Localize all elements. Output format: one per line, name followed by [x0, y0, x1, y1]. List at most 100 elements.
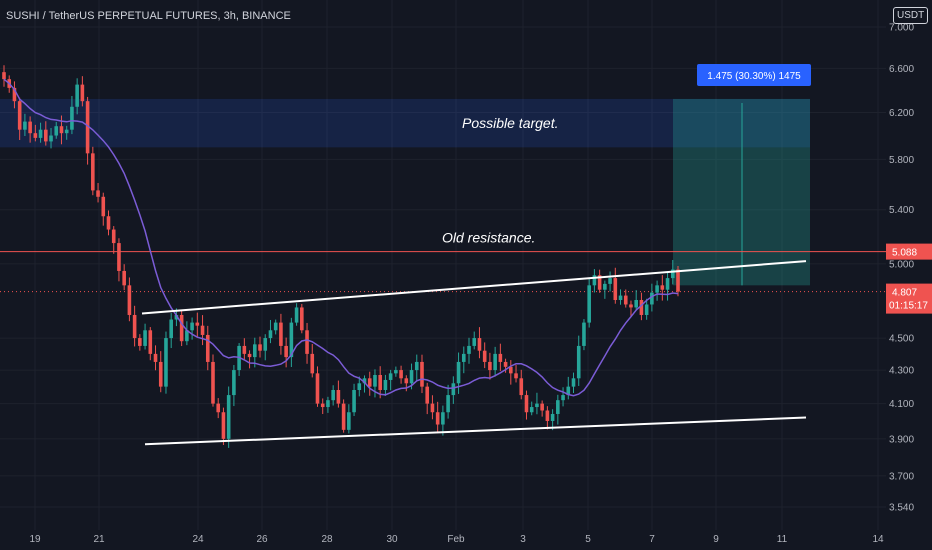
candle-body	[655, 285, 659, 293]
candle-body	[289, 322, 294, 358]
y-tick-label: 3.900	[889, 434, 914, 445]
candle-body	[49, 135, 53, 142]
candle-body	[91, 153, 95, 191]
x-tick-label: 26	[256, 534, 268, 545]
currency-unit-button[interactable]: USDT	[893, 7, 929, 24]
candle-body	[96, 190, 100, 197]
candle-body	[347, 412, 351, 430]
candle-body	[498, 353, 503, 362]
lower-trendline[interactable]	[144, 416, 807, 446]
y-tick-label: 5.800	[889, 155, 914, 166]
candle-body	[618, 295, 623, 301]
target-label: Possible target.	[462, 115, 559, 131]
candle-body	[305, 330, 309, 354]
chart-title: SUSHI / TetherUS PERPETUAL FUTURES, 3h, …	[6, 10, 291, 22]
candle-body	[482, 350, 487, 362]
candle-body	[132, 314, 137, 339]
candle-body	[164, 338, 168, 387]
candle-body	[644, 304, 649, 315]
candle-body	[200, 325, 205, 335]
candle-body	[461, 353, 466, 362]
x-tick-label: 21	[93, 534, 105, 545]
x-axis: 19 21 24 26 28 30 Feb 3 5 7 9 11 14	[29, 534, 884, 545]
candle-body	[252, 344, 257, 358]
x-tick-label: 30	[386, 534, 398, 545]
candle-body	[221, 412, 226, 439]
candle-body	[258, 344, 262, 351]
x-tick-label: 11	[777, 534, 788, 545]
candle-body	[425, 386, 430, 404]
bar-countdown: 01:15:17	[889, 301, 928, 312]
candle-body	[388, 373, 393, 380]
candle-body	[70, 106, 74, 130]
candle-body	[190, 322, 194, 331]
candle-body	[28, 121, 32, 134]
candle-body	[451, 383, 456, 396]
candle-body	[597, 275, 602, 290]
candle-body	[185, 330, 189, 342]
candle-body	[639, 300, 644, 315]
candle-body	[174, 314, 179, 320]
candle-body	[540, 403, 544, 411]
candle-body	[279, 322, 283, 346]
last-price-tag	[886, 283, 932, 314]
candle-body	[320, 403, 325, 408]
candle-body	[399, 370, 403, 379]
candle-body	[148, 330, 153, 354]
candle-body	[23, 121, 27, 130]
candle-body	[441, 412, 445, 425]
candle-body	[263, 338, 268, 351]
candle-body	[566, 386, 571, 396]
candle-body	[420, 361, 424, 387]
candle-body	[111, 229, 116, 244]
grid	[0, 0, 886, 530]
candle-body	[571, 378, 576, 387]
y-tick-label: 7.000	[889, 23, 914, 34]
candle-body	[33, 133, 38, 138]
x-tick-label: 19	[29, 534, 41, 545]
candle-body	[472, 338, 477, 346]
candle-body	[592, 275, 597, 286]
candle-body	[12, 87, 17, 102]
measure-label: 1.475 (30.30%) 1475	[707, 71, 801, 82]
candle-body	[300, 307, 304, 331]
last-price-value: 4.807	[892, 288, 917, 299]
target-zone	[0, 98, 810, 148]
candle-body	[326, 400, 330, 408]
candle-body	[519, 378, 524, 396]
candle-body	[582, 322, 586, 346]
candle-body	[352, 390, 356, 413]
y-tick-label: 5.000	[889, 259, 914, 270]
x-tick-label: 5	[585, 534, 591, 545]
candle-body	[378, 375, 382, 391]
candle-body	[357, 383, 362, 391]
candle-body	[535, 403, 539, 408]
candle-body	[80, 84, 85, 102]
candle-body	[43, 129, 48, 142]
candle-body	[75, 84, 79, 107]
resistance-label: Old resistance.	[442, 230, 535, 246]
candle-body	[101, 196, 106, 217]
candle-body	[341, 403, 346, 430]
candle-body	[373, 375, 377, 387]
candle-body	[608, 278, 612, 284]
candle-body	[477, 338, 482, 351]
y-tick-label: 3.540	[889, 503, 914, 514]
x-tick-label: 24	[192, 534, 204, 545]
candle-body	[268, 330, 273, 339]
y-tick-label: 3.700	[889, 471, 914, 482]
candles	[2, 65, 680, 448]
candle-body	[456, 361, 461, 384]
upper-trendline[interactable]	[141, 260, 807, 315]
candle-body	[85, 101, 90, 154]
candle-body	[503, 361, 508, 367]
x-tick-label: 9	[713, 534, 719, 545]
measure-label-box	[697, 64, 811, 86]
candle-body	[660, 285, 665, 290]
candle-body	[556, 400, 560, 414]
candle-body	[117, 243, 121, 271]
y-tick-label: 4.500	[889, 334, 914, 345]
candle-body	[587, 285, 591, 323]
candle-body	[529, 407, 534, 413]
